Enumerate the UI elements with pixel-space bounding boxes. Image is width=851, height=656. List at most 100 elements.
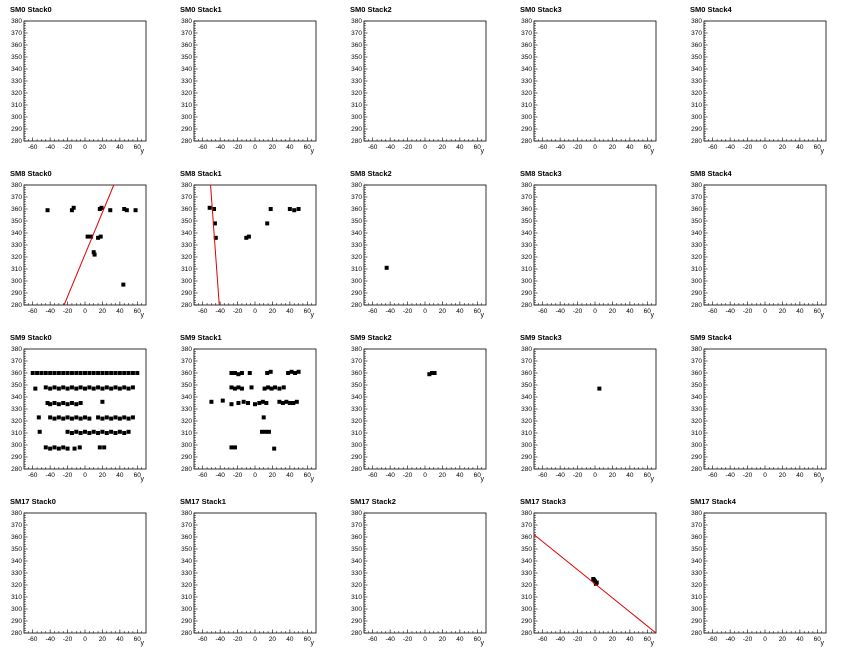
- hit-marker: [74, 402, 79, 407]
- y-tick-label: 280: [181, 302, 192, 309]
- y-tick-label: 310: [181, 430, 192, 437]
- y-tick-label: 360: [691, 42, 702, 49]
- y-tick-label: 310: [181, 266, 192, 273]
- hit-marker: [91, 429, 96, 434]
- hit-marker: [56, 386, 61, 391]
- y-tick-label: 310: [181, 102, 192, 109]
- y-tick-label: 280: [181, 630, 192, 637]
- hit-marker: [249, 385, 254, 390]
- hit-marker: [56, 402, 61, 407]
- y-tick-label: 360: [181, 534, 192, 541]
- x-tick-label: -40: [555, 144, 565, 151]
- plot-panel: SM17 Stack1 280 290 300 310 320 330 340 350 360 37…: [180, 497, 317, 647]
- y-tick-label: 330: [181, 570, 192, 577]
- x-axis-label: y: [481, 148, 485, 155]
- y-tick-label: 380: [521, 18, 532, 25]
- x-tick-label: 0: [763, 472, 767, 479]
- x-tick-label: 40: [286, 472, 294, 479]
- hit-marker: [61, 401, 66, 405]
- x-axis-label: y: [311, 476, 315, 483]
- hit-marker: [56, 415, 61, 420]
- plot-title: SM17 Stack4: [690, 497, 737, 506]
- hit-marker: [277, 386, 282, 391]
- x-tick-label: -60: [28, 308, 38, 315]
- y-tick-label: 360: [521, 206, 532, 213]
- hit-marker: [293, 371, 298, 375]
- plot-frame: [703, 348, 827, 470]
- hit-marker: [45, 401, 50, 405]
- plot-title: SM17 Stack0: [10, 497, 56, 506]
- y-tick-label: 350: [691, 54, 702, 61]
- hit-marker: [65, 446, 70, 451]
- y-tick-label: 360: [351, 42, 362, 49]
- x-tick-label: -20: [573, 472, 583, 479]
- y-tick-label: 320: [351, 582, 362, 589]
- x-axis-label: y: [821, 476, 825, 483]
- hit-marker: [229, 385, 234, 390]
- hit-marker: [266, 385, 271, 390]
- y-tick-label: 290: [521, 618, 532, 625]
- y-tick-label: 380: [521, 510, 532, 517]
- hit-marker: [69, 385, 74, 390]
- y-tick-label: 370: [11, 522, 22, 529]
- x-tick-label: -60: [368, 308, 378, 315]
- y-tick-label: 280: [521, 302, 532, 309]
- y-tick-label: 320: [521, 254, 532, 261]
- y-tick-label: 370: [691, 358, 702, 365]
- y-tick-label: 340: [691, 394, 702, 401]
- hit-marker: [126, 416, 131, 421]
- plot-title: SM8 Stack2: [350, 169, 392, 178]
- plot-data-area: [534, 534, 656, 633]
- x-axis-label: y: [141, 476, 145, 483]
- hit-marker: [296, 369, 301, 374]
- plot-data-area: [597, 386, 602, 391]
- hit-marker: [78, 371, 83, 375]
- plot-title: SM17 Stack3: [520, 497, 566, 506]
- y-tick-label: 340: [351, 394, 362, 401]
- plot-frame: [363, 20, 487, 142]
- y-tick-label: 330: [11, 242, 22, 249]
- hit-marker: [244, 235, 249, 240]
- hit-marker: [52, 385, 57, 390]
- x-tick-label: 40: [796, 308, 804, 315]
- hit-marker: [96, 431, 101, 435]
- hit-marker: [83, 429, 87, 434]
- plot-frame: [363, 348, 487, 470]
- hit-marker: [109, 371, 114, 375]
- x-tick-label: 20: [269, 472, 277, 479]
- x-axis-label: y: [651, 640, 655, 647]
- y-tick-label: 330: [11, 406, 22, 413]
- y-tick-label: 320: [181, 254, 192, 261]
- x-axis-label: y: [821, 640, 825, 647]
- y-tick-label: 360: [181, 42, 192, 49]
- y-tick-label: 330: [691, 242, 702, 249]
- x-tick-label: -40: [555, 308, 565, 315]
- y-tick-label: 370: [521, 358, 532, 365]
- hit-marker: [212, 221, 217, 226]
- hit-marker: [229, 371, 234, 375]
- hit-marker: [104, 415, 109, 420]
- x-tick-label: -20: [63, 308, 73, 315]
- y-tick-label: 340: [181, 66, 192, 73]
- y-tick-label: 310: [691, 102, 702, 109]
- x-tick-label: 40: [116, 636, 124, 643]
- hit-marker: [124, 208, 129, 213]
- hit-marker: [109, 386, 114, 391]
- hit-marker: [48, 415, 53, 420]
- y-tick-label: 330: [181, 78, 192, 85]
- y-tick-label: 380: [351, 182, 362, 189]
- x-tick-label: -60: [708, 472, 718, 479]
- x-tick-label: -40: [385, 144, 395, 151]
- x-tick-label: 0: [423, 472, 427, 479]
- hit-marker: [122, 207, 127, 211]
- y-tick-label: 360: [351, 370, 362, 377]
- x-tick-label: -60: [538, 308, 548, 315]
- x-tick-label: 20: [779, 144, 787, 151]
- x-tick-label: -60: [538, 636, 548, 643]
- hit-marker: [91, 371, 96, 375]
- plot-title: SM0 Stack3: [520, 5, 562, 14]
- y-tick-label: 330: [521, 570, 532, 577]
- y-tick-label: 280: [351, 466, 362, 473]
- y-tick-label: 340: [11, 394, 22, 401]
